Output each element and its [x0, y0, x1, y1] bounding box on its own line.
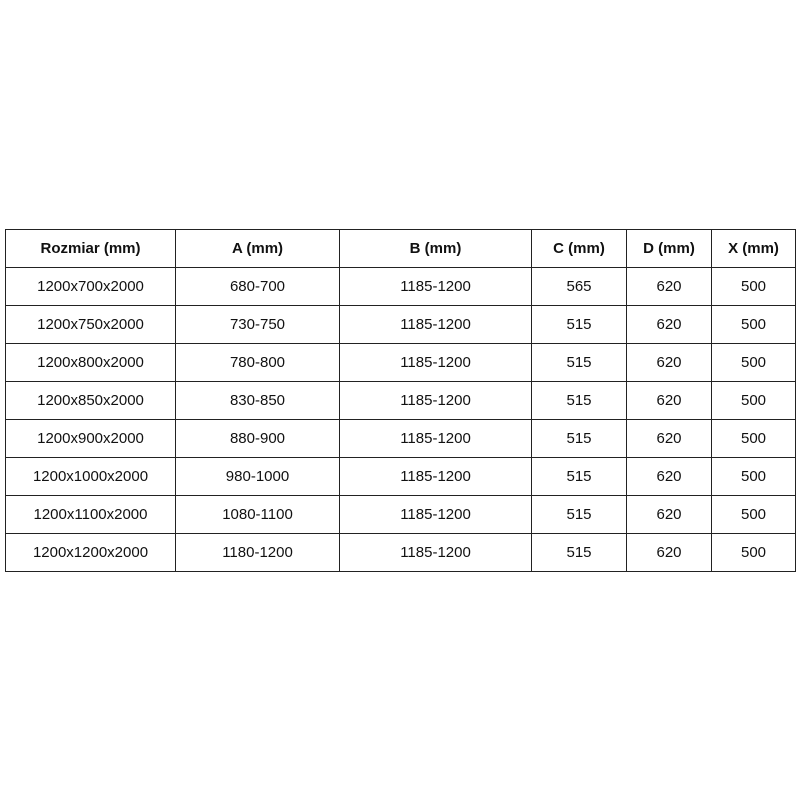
- table-cell: 620: [626, 457, 712, 496]
- table-cell: 515: [531, 381, 627, 420]
- table-cell: 1185-1200: [339, 305, 532, 344]
- column-header: X (mm): [711, 229, 796, 268]
- table-cell: 1200x700x2000: [5, 267, 176, 306]
- table-cell: 680-700: [175, 267, 340, 306]
- table-cell: 730-750: [175, 305, 340, 344]
- table-row: 1200x750x2000 730-750 1185-1200 515 620 500: [5, 305, 796, 344]
- table-cell: 500: [711, 267, 796, 306]
- table-cell: 1200x900x2000: [5, 419, 176, 458]
- table-cell: 620: [626, 381, 712, 420]
- table-cell: 565: [531, 267, 627, 306]
- table-cell: 1185-1200: [339, 267, 532, 306]
- table-cell: 1185-1200: [339, 495, 532, 534]
- table-cell: 620: [626, 343, 712, 382]
- table-cell: 1200x1200x2000: [5, 533, 176, 572]
- table-row: 1200x1000x2000 980-1000 1185-1200 515 620 500: [5, 457, 796, 496]
- table-row: 1200x900x2000 880-900 1185-1200 515 620 500: [5, 419, 796, 458]
- column-header: A (mm): [175, 229, 340, 268]
- table-cell: 515: [531, 305, 627, 344]
- header-row: Rozmiar (mm) A (mm) B (mm) C (mm) D (mm) X (m…: [5, 229, 796, 268]
- table-cell: 980-1000: [175, 457, 340, 496]
- table-cell: 515: [531, 419, 627, 458]
- table-cell: 500: [711, 495, 796, 534]
- table-cell: 620: [626, 533, 712, 572]
- table-row: 1200x1200x2000 1180-1200 1185-1200 515 620 50…: [5, 533, 796, 572]
- table-cell: 1185-1200: [339, 381, 532, 420]
- table-cell: 1200x800x2000: [5, 343, 176, 382]
- table-cell: 1200x1100x2000: [5, 495, 176, 534]
- table-cell: 500: [711, 457, 796, 496]
- table-row: 1200x1100x2000 1080-1100 1185-1200 515 620 50…: [5, 495, 796, 534]
- column-header: B (mm): [339, 229, 532, 268]
- table-cell: 515: [531, 343, 627, 382]
- table-cell: 515: [531, 495, 627, 534]
- table-cell: 500: [711, 343, 796, 382]
- table-cell: 620: [626, 267, 712, 306]
- table-cell: 1185-1200: [339, 533, 532, 572]
- table-row: 1200x800x2000 780-800 1185-1200 515 620 500: [5, 343, 796, 382]
- table-cell: 1200x850x2000: [5, 381, 176, 420]
- table-cell: 1185-1200: [339, 419, 532, 458]
- dimensions-table: Rozmiar (mm) A (mm) B (mm) C (mm) D (mm) X (m…: [5, 229, 796, 572]
- table-cell: 830-850: [175, 381, 340, 420]
- table-cell: 500: [711, 419, 796, 458]
- table-cell: 1080-1100: [175, 495, 340, 534]
- table-cell: 1200x1000x2000: [5, 457, 176, 496]
- table-row: 1200x850x2000 830-850 1185-1200 515 620 500: [5, 381, 796, 420]
- table-cell: 500: [711, 533, 796, 572]
- table-cell: 500: [711, 305, 796, 344]
- table-row: 1200x700x2000 680-700 1185-1200 565 620 500: [5, 267, 796, 306]
- table-cell: 1185-1200: [339, 343, 532, 382]
- column-header: Rozmiar (mm): [5, 229, 176, 268]
- table-cell: 500: [711, 381, 796, 420]
- column-header: C (mm): [531, 229, 627, 268]
- table-cell: 515: [531, 533, 627, 572]
- table-cell: 515: [531, 457, 627, 496]
- table-cell: 620: [626, 419, 712, 458]
- table-cell: 1185-1200: [339, 457, 532, 496]
- table-cell: 880-900: [175, 419, 340, 458]
- table-cell: 780-800: [175, 343, 340, 382]
- table-cell: 620: [626, 305, 712, 344]
- table-cell: 1200x750x2000: [5, 305, 176, 344]
- table-cell: 1180-1200: [175, 533, 340, 572]
- table-cell: 620: [626, 495, 712, 534]
- column-header: D (mm): [626, 229, 712, 268]
